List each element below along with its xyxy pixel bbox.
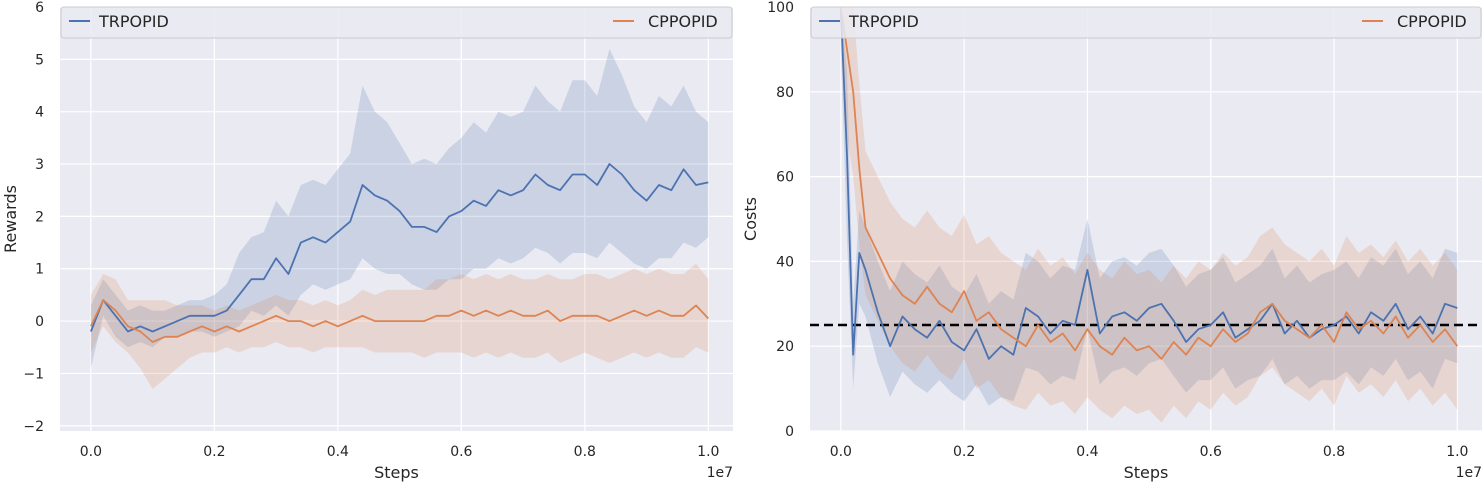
panel2-y-tick-label: 60: [776, 170, 794, 186]
panel2-plot: 0.0 0.2 0.4 0.6 0.8 1.0 0 20 40 60 80 100 1e7 Steps Co…: [741, 0, 1482, 482]
panel1-x-tick-label: 0.2: [203, 444, 225, 460]
panel2-y-tick-label: 0: [785, 424, 794, 440]
panel1-x-tick-label: 0.6: [450, 444, 472, 460]
panel1-trpopid-line: [90, 163, 709, 333]
panel2-legend-trpopid-label: TRPOPID: [848, 12, 919, 31]
panel2-legend-cppopid-label: CPPOPID: [1397, 12, 1467, 31]
panel2-y-tick-label: 80: [776, 85, 794, 101]
panel1-cppopid-confidence-band: [90, 263, 709, 390]
panel2-y-tick-label: 40: [776, 254, 794, 270]
panel2-y-tick-label: 100: [767, 0, 794, 16]
panel1-x-offset-label: 1e7: [707, 465, 733, 481]
panel2-x-axis-label: Steps: [1124, 463, 1169, 482]
panel1-y-tick-label: −2: [23, 419, 44, 435]
panel1-legend-cppopid-label: CPPOPID: [648, 12, 718, 31]
panel1-cppopid-line: [90, 299, 709, 343]
panel1-plot: 0.0 0.2 0.4 0.6 0.8 1.0 −2 −1 0 1 2 3 4 5 6 1e7 Steps Rew…: [1, 0, 733, 482]
panel1-y-tick-label: 6: [35, 0, 44, 16]
panel1-x-tick-label: 0.0: [80, 444, 102, 460]
panel1-y-tick-label: 1: [35, 262, 44, 278]
panel2-trpopid-line: [839, 7, 1458, 360]
panel1-x-tick-label: 0.8: [574, 444, 596, 460]
panel1-data-layer: [90, 48, 709, 390]
panel2-x-tick-label: 1.0: [1446, 444, 1468, 460]
panel1-plot-area: [60, 7, 733, 431]
panel1-y-axis-label: Rewards: [1, 185, 20, 253]
panel1-y-tick-label: 3: [35, 157, 44, 173]
panel1-y-tick-label: −1: [23, 366, 44, 382]
panel1-x-tick-label: 0.4: [327, 444, 349, 460]
panel2-x-tick-label: 0.2: [953, 444, 975, 460]
panel1-x-axis-label: Steps: [374, 463, 419, 482]
panel2-y-tick-label: 20: [776, 339, 794, 355]
panel1-y-tick-label: 5: [35, 52, 44, 68]
panel2-x-tick-label: 0.0: [830, 444, 852, 460]
panel2-x-tick-label: 0.6: [1200, 444, 1222, 460]
panel2-x-offset-label: 1e7: [1456, 465, 1482, 481]
panel2-legend: TRPOPID CPPOPID: [810, 6, 1482, 39]
panel2-plot-area: [810, 7, 1482, 431]
panel2-x-tick-label: 0.4: [1076, 444, 1098, 460]
panel2-cppopid-line: [839, 7, 1459, 360]
panel1-y-tick-label: 4: [35, 105, 44, 121]
panel2-x-tick-label: 0.8: [1323, 444, 1345, 460]
panel1-legend: TRPOPID CPPOPID: [60, 6, 733, 39]
panel1-legend-trpopid-label: TRPOPID: [98, 12, 169, 31]
panel2-legend-box: [810, 6, 1482, 39]
panel2-y-axis-label: Costs: [741, 197, 760, 241]
panel2-data-layer: [810, 7, 1482, 423]
panel2-trpopid-confidence-band: [840, 7, 1458, 406]
panel2-cppopid-confidence-band: [840, 7, 1458, 423]
panel1-legend-box: [60, 6, 733, 39]
panel1-y-tick-label: 0: [35, 314, 44, 330]
panel1-x-tick-label: 1.0: [697, 444, 719, 460]
panel1-y-tick-label: 2: [35, 209, 44, 225]
